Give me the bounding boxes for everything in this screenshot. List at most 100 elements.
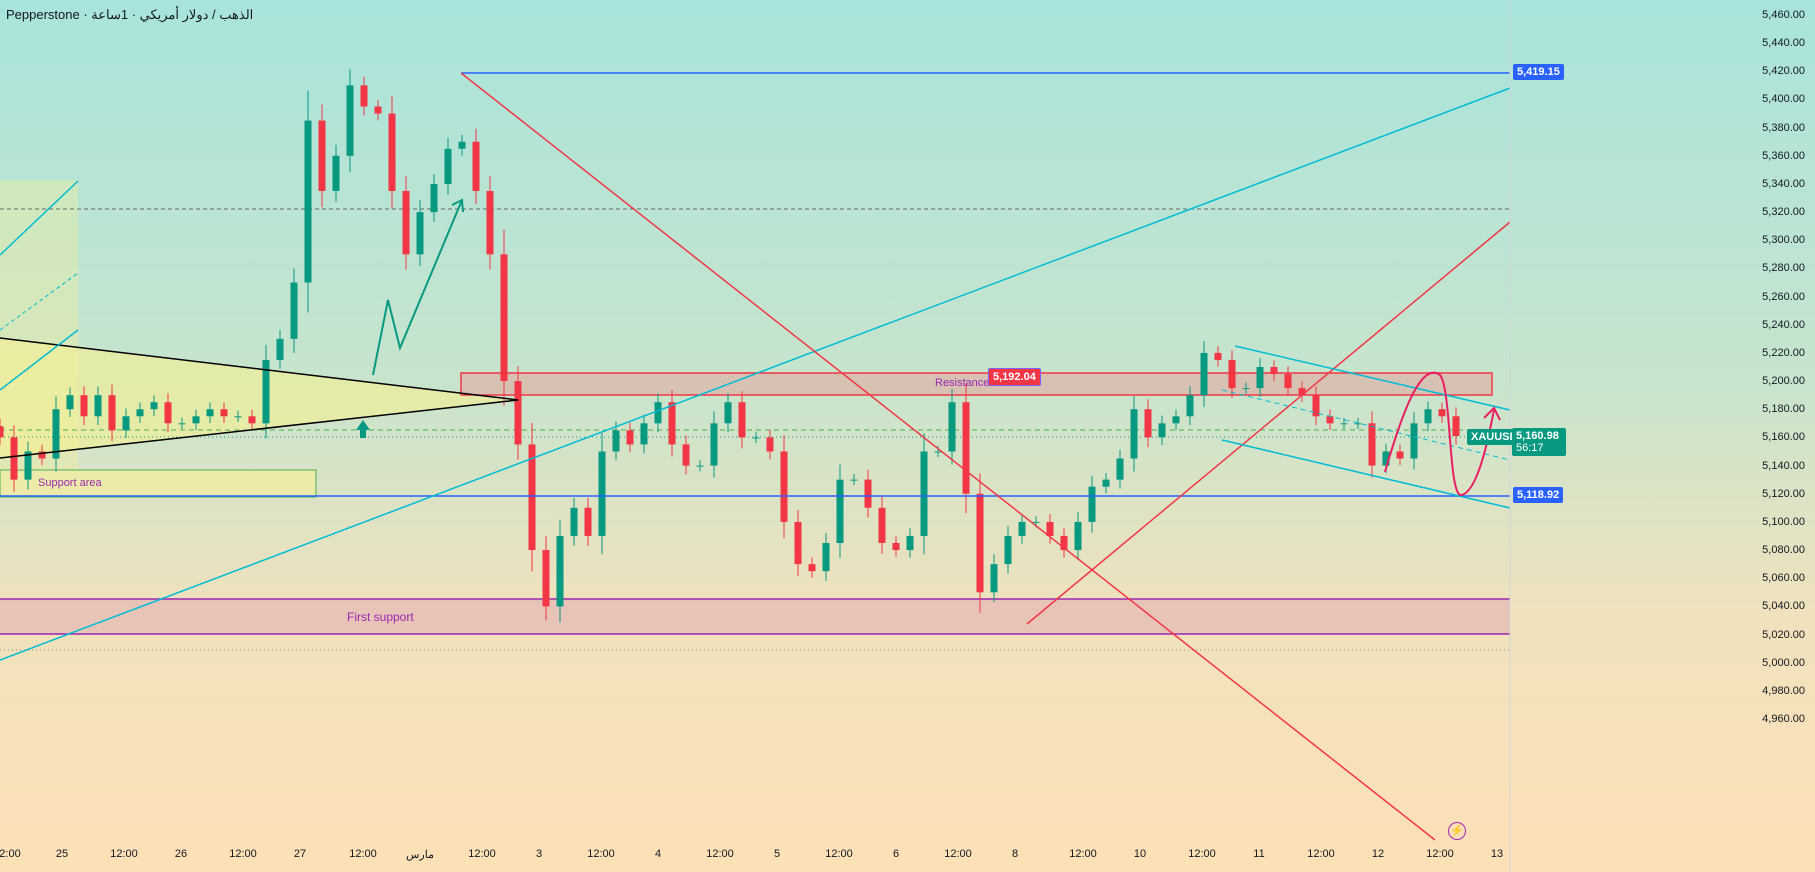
arrowhead-icon [451, 198, 464, 213]
time-tick-label: 10 [1133, 848, 1147, 860]
price-tick-label: 5,420.00 [1762, 65, 1805, 78]
candle-body [178, 423, 186, 425]
candle-body [262, 359, 270, 424]
candle-body [696, 465, 704, 467]
fib-lower-line [0, 329, 79, 391]
candle-body [80, 395, 88, 417]
price-tick-label: 5,100.00 [1762, 515, 1805, 528]
candle-body [668, 402, 676, 445]
projection-curve [1384, 371, 1495, 496]
candle-body [206, 409, 214, 417]
candle-body [500, 254, 508, 382]
candle-body [794, 521, 802, 565]
candle-body [150, 402, 158, 410]
time-tick-label: 4 [654, 848, 662, 860]
candle-body [808, 564, 816, 572]
candle-body [276, 338, 284, 360]
last-price-tag: 5,160.98 56:17 [1512, 428, 1566, 456]
candle-body [1298, 388, 1306, 396]
candle-body [598, 451, 606, 536]
candle-body [542, 550, 550, 607]
price-tick-label: 5,460.00 [1762, 9, 1805, 21]
candle-body [108, 395, 116, 431]
candle-body [906, 535, 914, 551]
price-tick-label: 5,120.00 [1762, 487, 1805, 500]
price-tick-label: 5,340.00 [1762, 177, 1805, 190]
time-tick-label: 12:00 [1069, 848, 1097, 860]
candle-body [1088, 486, 1096, 522]
candle-body [38, 451, 46, 459]
candle-body [402, 191, 410, 255]
candle-body [962, 402, 970, 494]
top-line-price-tag: 5,419.15 [1513, 64, 1564, 80]
price-tick-label: 5,040.00 [1762, 600, 1805, 613]
candle-body [1214, 352, 1222, 360]
candle-body [136, 409, 144, 417]
first-support-label: First support [347, 610, 414, 624]
candle-body [640, 423, 648, 445]
time-tick-label: مارس [406, 849, 434, 861]
candle-body [878, 507, 886, 543]
resistance-label: Resistance [935, 377, 990, 389]
channel-upper-line [1234, 345, 1511, 411]
fib-mid-line [0, 272, 79, 331]
symbol-tag: XAUUSD [1467, 429, 1522, 445]
candle-body [290, 282, 298, 339]
price-tick-label: 5,020.00 [1762, 628, 1805, 641]
price-tick-label: 5,220.00 [1762, 346, 1805, 359]
candle-body [318, 120, 326, 191]
price-tick-label: 5,400.00 [1762, 93, 1805, 106]
price-tick-label: 5,300.00 [1762, 234, 1805, 247]
candle-body [822, 543, 830, 572]
candle-body [1116, 458, 1124, 480]
price-tick-label: 5,380.00 [1762, 121, 1805, 134]
time-tick-label: 5 [773, 848, 781, 860]
candle-body [122, 416, 130, 431]
candle-body [1382, 451, 1390, 466]
channel-lower-line [1221, 439, 1511, 509]
time-tick-label: 8 [1011, 848, 1019, 860]
candle-body [934, 451, 942, 453]
candle-body [1018, 521, 1026, 536]
time-tick-label: 13 [1490, 848, 1504, 860]
price-tick-label: 5,280.00 [1762, 262, 1805, 275]
candle-body [1438, 409, 1446, 417]
candle-body [332, 155, 340, 191]
candle-body [458, 141, 466, 149]
candle-body [654, 402, 662, 424]
candle-body [1396, 451, 1404, 459]
curve-arrowhead-icon [1483, 406, 1501, 421]
candle-body [724, 402, 732, 424]
high-price-tag: 5,192.04 [988, 368, 1041, 386]
candle-body [682, 444, 690, 466]
candle-body [10, 437, 18, 480]
candle-body [388, 113, 396, 191]
candle-body [1368, 423, 1376, 466]
time-tick-label: 12:00 [944, 848, 972, 860]
candle-body [990, 564, 998, 593]
support-area-zone [0, 469, 317, 498]
lightning-icon[interactable]: ⚡ [1448, 822, 1466, 840]
time-tick-label: 12 [1371, 848, 1385, 860]
time-tick-label: 12:00 [587, 848, 615, 860]
candle-body [234, 416, 242, 418]
time-tick-label: 12:00 [110, 848, 138, 860]
price-tick-label: 5,080.00 [1762, 544, 1805, 557]
candle-body [738, 402, 746, 438]
candle-body [514, 381, 522, 445]
candle-body [976, 493, 984, 593]
candle-body [248, 416, 256, 424]
candle-body [1046, 521, 1054, 536]
time-tick-label: 3 [535, 848, 543, 860]
price-tick-label: 5,320.00 [1762, 206, 1805, 219]
candle-body [1242, 388, 1250, 390]
candle-body [850, 479, 858, 481]
price-tick-label: 5,440.00 [1762, 37, 1805, 50]
candle-body [374, 106, 382, 114]
first-support-zone [0, 599, 1510, 634]
bar-countdown: 56:17 [1516, 442, 1544, 454]
ascending-trendline [0, 87, 1511, 661]
candle-body [486, 191, 494, 255]
up-arrow-icon [356, 420, 370, 438]
